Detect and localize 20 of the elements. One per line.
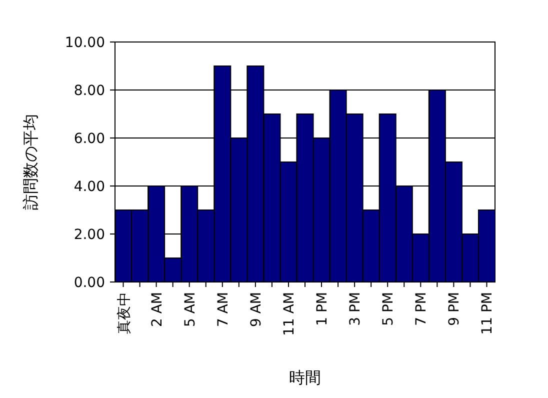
y-tick-label: 2.00 xyxy=(74,227,105,243)
x-tick-label: 5 PM xyxy=(380,292,397,326)
x-tick-label: 11 PM xyxy=(480,292,496,335)
x-tick-label: 2 AM xyxy=(149,292,166,328)
y-tick-label: 0.00 xyxy=(74,275,105,291)
x-tick-label: 1 PM xyxy=(314,292,331,326)
x-tick-label: 7 PM xyxy=(414,292,430,326)
y-tick-label: 10.00 xyxy=(64,35,105,51)
x-tick-label: 9 AM xyxy=(248,292,264,328)
x-tick-label: 9 PM xyxy=(446,292,463,326)
y-tick-label: 4.00 xyxy=(74,179,105,195)
x-tick-label: 真夜中 xyxy=(116,292,132,334)
x-tick-label: 7 AM xyxy=(215,292,232,328)
x-tick-label: 3 PM xyxy=(348,292,364,326)
y-tick-label: 6.00 xyxy=(74,131,105,147)
x-tick-label: 5 AM xyxy=(182,292,198,328)
y-axis-title: 訪問数の平均 xyxy=(21,114,40,210)
x-tick-label: 11 AM xyxy=(281,292,298,336)
x-axis-title: 時間 xyxy=(289,368,321,387)
y-tick-label: 8.00 xyxy=(74,83,105,99)
